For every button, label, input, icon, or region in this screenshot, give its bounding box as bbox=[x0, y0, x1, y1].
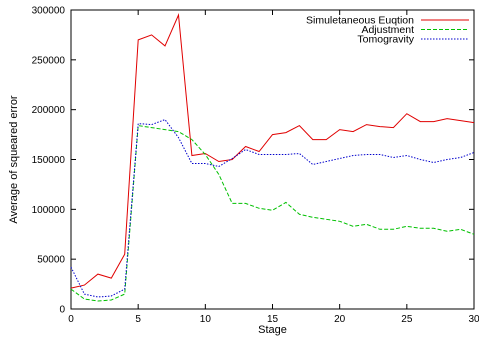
series-lines bbox=[70, 13, 475, 302]
y-tick-label: 200000 bbox=[32, 105, 66, 116]
y-tick-label: 250000 bbox=[32, 55, 66, 66]
y-tick-label: 100000 bbox=[32, 205, 66, 216]
y-tick-label: 0 bbox=[59, 305, 65, 316]
y-axis-label: Average of squeared error bbox=[8, 95, 20, 224]
x-tick-label: 30 bbox=[468, 314, 479, 325]
axes: 0 5 10 15 20 25 30 0 50000 100000 150000 200000 2500… bbox=[32, 6, 479, 326]
x-tick-label: 15 bbox=[267, 314, 279, 325]
y-tick-label: 150000 bbox=[32, 155, 66, 166]
x-tick-label: 25 bbox=[401, 314, 413, 325]
legend-label-3: Tomogravity bbox=[357, 34, 414, 46]
legend-label-1: Simuletaneous Euqtion bbox=[306, 15, 414, 27]
x-tick-label: 5 bbox=[135, 314, 141, 325]
y-tick-label: 300000 bbox=[32, 6, 66, 17]
legend-label-2: Adjustment bbox=[361, 24, 414, 36]
series-line-3 bbox=[70, 119, 475, 298]
x-tick-label: 20 bbox=[334, 314, 346, 325]
legend: Simuletaneous EuqtionAdjustmentTomogravi… bbox=[306, 15, 469, 46]
y-tick-label: 50000 bbox=[37, 255, 65, 266]
series-line-1 bbox=[70, 13, 475, 289]
x-tick-label: 10 bbox=[200, 314, 212, 325]
x-tick-label: 0 bbox=[68, 314, 74, 325]
x-axis-label: Stage bbox=[258, 324, 287, 336]
plot-frame bbox=[70, 9, 475, 310]
